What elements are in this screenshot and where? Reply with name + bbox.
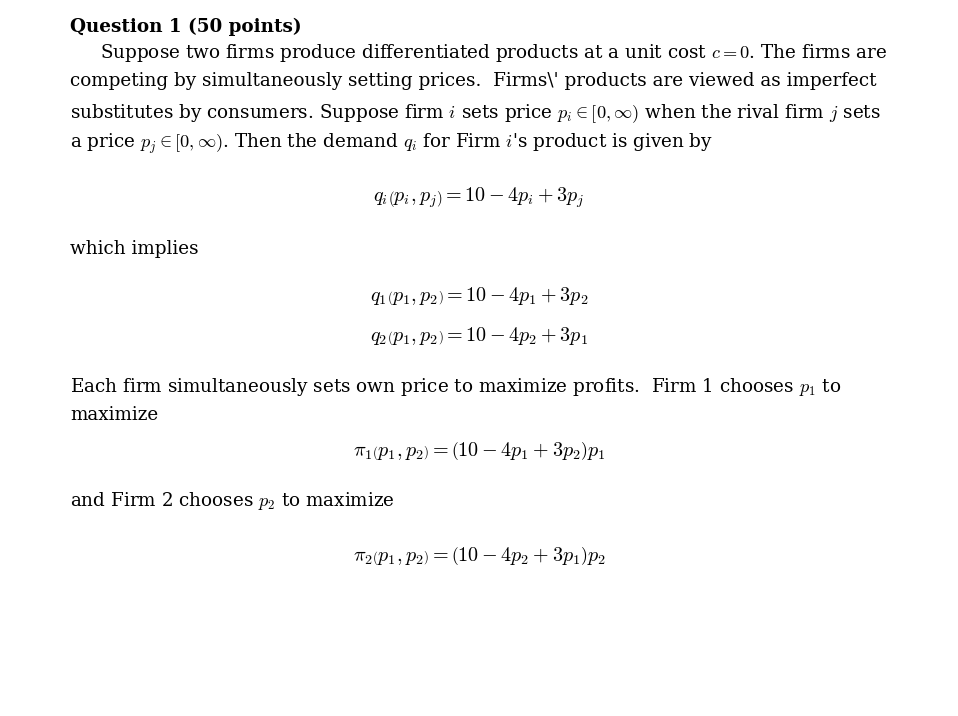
Text: $q_i\left(p_i, p_j\right) = 10 - 4p_i + 3p_j$: $q_i\left(p_i, p_j\right) = 10 - 4p_i + … (374, 185, 584, 210)
Text: $\pi_1\left(p_1, p_2\right) = \left(10 - 4p_1 + 3p_2\right)p_1$: $\pi_1\left(p_1, p_2\right) = \left(10 -… (353, 440, 605, 462)
Text: competing by simultaneously setting prices.  Firms\' products are viewed as impe: competing by simultaneously setting pric… (70, 72, 877, 90)
Text: $q_1\left(p_1, p_2\right) = 10 - 4p_1 + 3p_2$: $q_1\left(p_1, p_2\right) = 10 - 4p_1 + … (370, 285, 588, 307)
Text: $\pi_2\left(p_1, p_2\right) = \left(10 - 4p_2 + 3p_1\right)p_2$: $\pi_2\left(p_1, p_2\right) = \left(10 -… (353, 545, 605, 567)
Text: a price $p_j \in [0, \infty)$. Then the demand $q_i$ for Firm $i$'s product is g: a price $p_j \in [0, \infty)$. Then the … (70, 132, 713, 156)
Text: Each firm simultaneously sets own price to maximize profits.  Firm 1 chooses $p_: Each firm simultaneously sets own price … (70, 376, 841, 398)
Text: which implies: which implies (70, 240, 198, 258)
Text: substitutes by consumers. Suppose firm $i$ sets price $p_i \in [0, \infty)$ when: substitutes by consumers. Suppose firm $… (70, 102, 880, 125)
Text: Suppose two firms produce differentiated products at a unit cost $c = 0$. The fi: Suppose two firms produce differentiated… (100, 42, 887, 64)
Text: maximize: maximize (70, 406, 158, 424)
Text: Question 1 (50 points): Question 1 (50 points) (70, 18, 302, 37)
Text: $q_2\left(p_1, p_2\right) = 10 - 4p_2 + 3p_1$: $q_2\left(p_1, p_2\right) = 10 - 4p_2 + … (370, 325, 588, 347)
Text: and Firm 2 chooses $p_2$ to maximize: and Firm 2 chooses $p_2$ to maximize (70, 490, 395, 512)
